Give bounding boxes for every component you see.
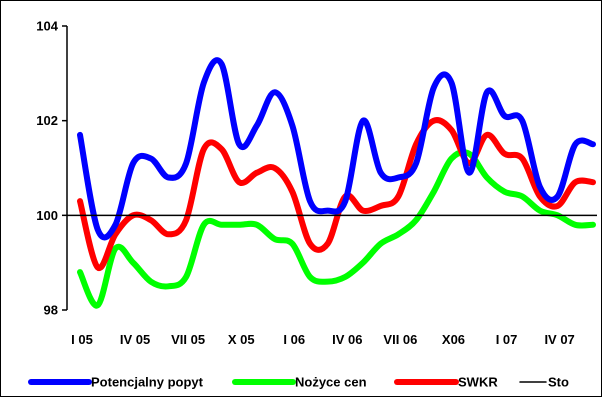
x-tick-label: I 06 bbox=[283, 332, 305, 347]
y-tick-label: 98 bbox=[44, 303, 58, 318]
y-tick-label: 104 bbox=[36, 19, 58, 34]
y-tick-label: 102 bbox=[36, 113, 58, 128]
legend-label-potencjalny-popyt: Potencjalny popyt bbox=[91, 375, 204, 390]
x-tick-label: VII 06 bbox=[383, 332, 417, 347]
series-lines bbox=[67, 60, 597, 305]
x-tick-label: VII 05 bbox=[171, 332, 205, 347]
x-tick-label: X 05 bbox=[228, 332, 255, 347]
x-tick-label: IV 05 bbox=[120, 332, 150, 347]
axes bbox=[62, 26, 67, 310]
x-tick-label: IV 06 bbox=[332, 332, 362, 347]
series-line-potencjalny-popyt bbox=[80, 60, 593, 237]
legend: Potencjalny popyt Nożyce cen SWKR Sto bbox=[31, 375, 569, 390]
x-tick-label: X06 bbox=[442, 332, 465, 347]
legend-label-sto: Sto bbox=[548, 375, 569, 390]
legend-label-nozyce-cen: Nożyce cen bbox=[295, 375, 367, 390]
x-tick-label: I 07 bbox=[496, 332, 518, 347]
x-axis-tick-labels: I 05 IV 05 VII 05 X 05 I 06 IV 06 VII 06 X06 I 0… bbox=[71, 332, 575, 347]
legend-label-swkr: SWKR bbox=[458, 375, 498, 390]
y-axis-tick-labels: 98 100 102 104 bbox=[36, 19, 58, 318]
x-tick-label: IV 07 bbox=[544, 332, 574, 347]
x-tick-label: I 05 bbox=[71, 332, 93, 347]
y-tick-label: 100 bbox=[36, 208, 58, 223]
